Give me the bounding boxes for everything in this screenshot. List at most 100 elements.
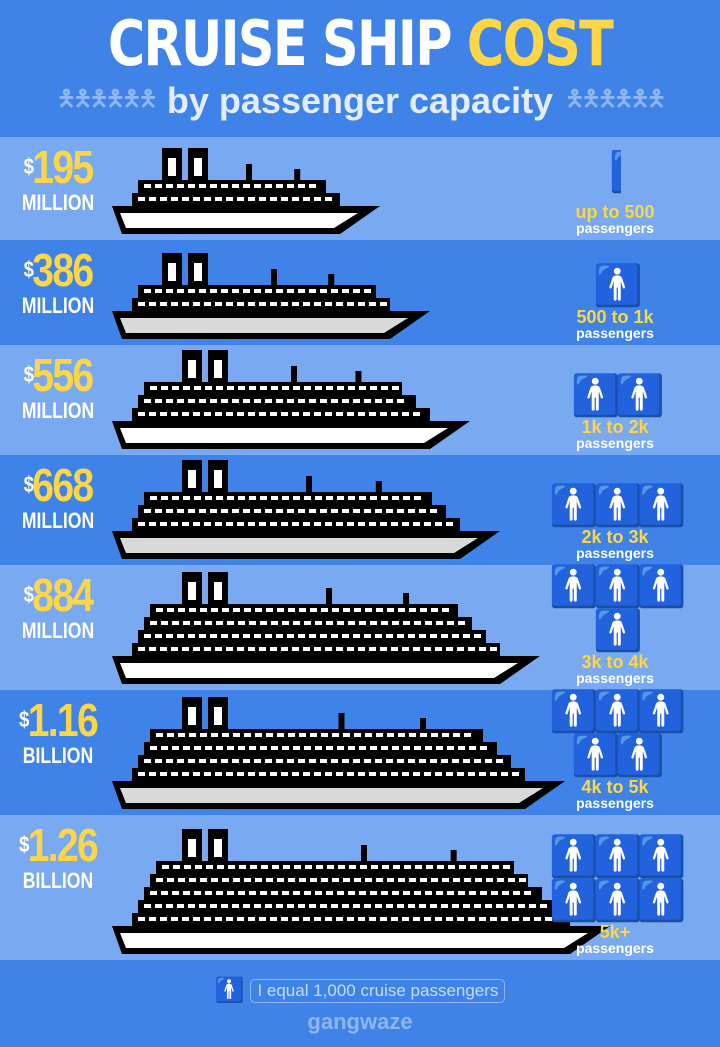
ship-window [309, 509, 316, 513]
ship-window [248, 412, 255, 416]
ship-window [155, 904, 162, 908]
ship-window [292, 197, 299, 201]
person-icon: 🚹 [615, 374, 665, 418]
ship-window [288, 608, 295, 612]
ship-window [259, 197, 266, 201]
ship-window [463, 759, 470, 763]
ship-window [182, 772, 189, 776]
ship-window [463, 634, 470, 638]
ship-window [446, 772, 453, 776]
ship-window [227, 496, 234, 500]
ship-window [210, 399, 217, 403]
ship-window [310, 733, 317, 737]
ship-window [370, 621, 377, 625]
ship-window [199, 399, 206, 403]
ship-window [211, 878, 218, 882]
cost-amount: 668 [32, 459, 94, 511]
ship-window [149, 412, 156, 416]
capacity-label: 🚹🚹🚹🚹 3k to 4k passengers [530, 565, 700, 686]
ship-window [485, 904, 492, 908]
ship-window [348, 496, 355, 500]
ship-window [292, 302, 299, 306]
ship-mast [403, 593, 410, 604]
ship-window [398, 878, 405, 882]
ship-window [238, 621, 245, 625]
ship-window [138, 412, 145, 416]
ship-window [398, 733, 405, 737]
ship-window [292, 412, 299, 416]
ship-window [211, 733, 218, 737]
ship-window [172, 891, 179, 895]
ship-window [326, 496, 333, 500]
ship-window [336, 772, 343, 776]
ship-window [188, 904, 195, 908]
ship-hull [120, 933, 588, 948]
ship-window [453, 733, 460, 737]
cost-label: $1.26 BILLION [8, 821, 108, 893]
ship-window [243, 634, 250, 638]
ship-window [332, 878, 339, 882]
ship-window [359, 496, 366, 500]
ship-window [161, 386, 168, 390]
ship-window [435, 917, 442, 921]
ship-window [336, 302, 343, 306]
ship-window [437, 865, 444, 869]
ship-hull [120, 538, 478, 553]
ship-window [309, 399, 316, 403]
ship-window [463, 904, 470, 908]
person-icons: 🚹🚹 [530, 374, 700, 418]
ship-window [337, 386, 344, 390]
ship-window [309, 904, 316, 908]
ship-mark [112, 572, 540, 684]
ship-window [171, 917, 178, 921]
ship-window [316, 865, 323, 869]
ship-window [281, 522, 288, 526]
ship-window [226, 647, 233, 651]
ship-window [365, 878, 372, 882]
ship-window [292, 772, 299, 776]
ship-window [436, 891, 443, 895]
capacity-range: 5k+ [599, 922, 631, 942]
ship-window [371, 865, 378, 869]
ship-window [172, 496, 179, 500]
person-icons: 🚹🚹🚹🚹🚹🚹 [530, 835, 700, 923]
ship-window [380, 302, 387, 306]
ship-window [199, 289, 206, 293]
ship-window [238, 746, 245, 750]
ship-window [354, 608, 361, 612]
ship-window [259, 412, 266, 416]
person-icon: 🚹 [214, 977, 245, 1004]
ship-window [293, 496, 300, 500]
ship-window [182, 302, 189, 306]
ship-window [167, 733, 174, 737]
ship-window [358, 412, 365, 416]
ship-window [160, 522, 167, 526]
ship-window [425, 746, 432, 750]
ship-window [166, 184, 173, 188]
ship-window [215, 917, 222, 921]
ship-window [375, 904, 382, 908]
capacity-label: 🚹 500 to 1k passengers [530, 264, 700, 341]
ship-window [523, 917, 530, 921]
ship-window [375, 759, 382, 763]
ship-window [233, 878, 240, 882]
ship-window [221, 634, 228, 638]
person-icons: 🚹 [530, 264, 700, 308]
ship-window [468, 917, 475, 921]
ship-window [480, 891, 487, 895]
ship-window [171, 772, 178, 776]
ship-window [386, 399, 393, 403]
ship-window [534, 917, 541, 921]
chart-row: $1.26 BILLION 🚹🚹🚹🚹🚹🚹 5k+ passengers [0, 815, 720, 960]
ship-window [342, 759, 349, 763]
ship-window [380, 412, 387, 416]
ship-window [232, 759, 239, 763]
capacity-label: 🚹🚹 1k to 2k passengers [530, 374, 700, 451]
ship-window [479, 772, 486, 776]
ship-window [315, 386, 322, 390]
ship-window [353, 759, 360, 763]
ship-window [298, 399, 305, 403]
ship-window [182, 647, 189, 651]
ship-window [205, 386, 212, 390]
ship-window [199, 184, 206, 188]
